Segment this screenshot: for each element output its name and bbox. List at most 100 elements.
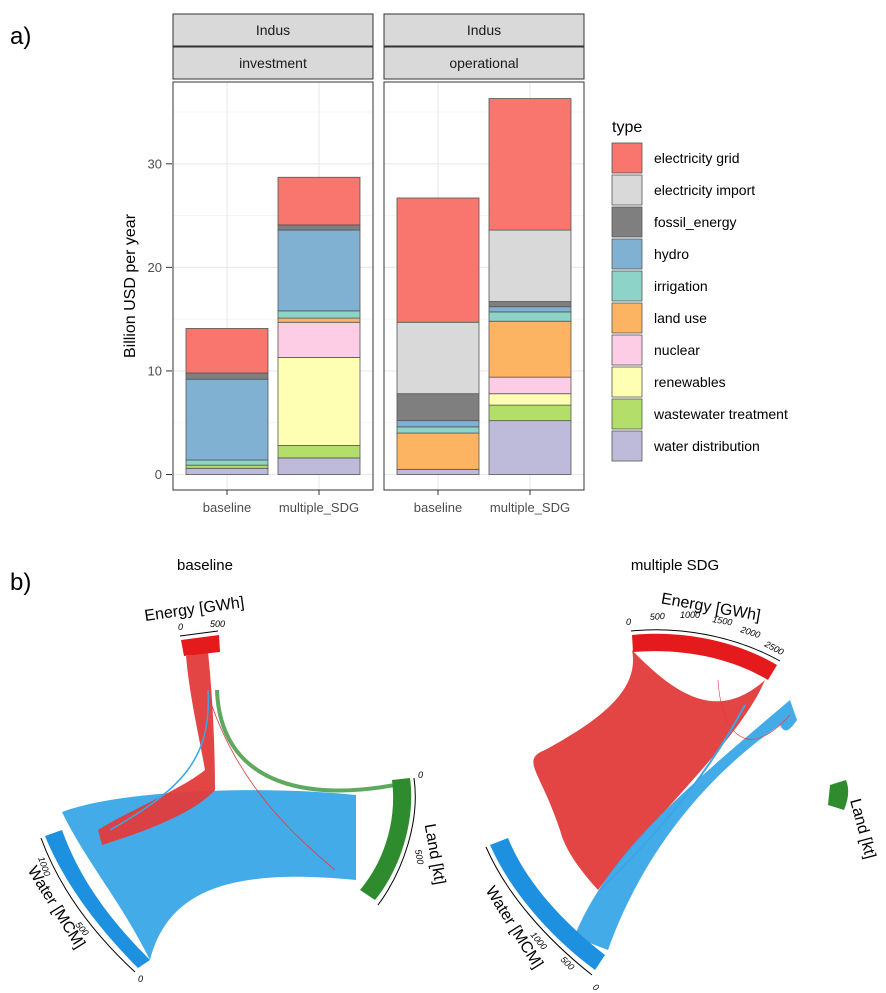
legend-entry: fossil_energy (654, 214, 737, 230)
y-axis-title: Billion USD per year (122, 213, 139, 358)
legend-swatch (611, 302, 643, 334)
tick-ring-energy (630, 629, 781, 662)
tick-water-0: 0 (138, 974, 143, 984)
sector-label-land: Land [kt] (846, 797, 878, 861)
x-tick-label: baseline (203, 500, 251, 515)
bar-segment-irrigation (277, 310, 361, 319)
tick-ring-energy (179, 630, 219, 637)
sector-label-energy: Energy [GWh] (143, 594, 245, 625)
bar-segment-hydro (277, 229, 361, 312)
legend-swatch (611, 334, 643, 366)
legend-swatch (611, 206, 643, 238)
bar-segment-fossil-energy (396, 393, 480, 422)
bar-segment-land-use (396, 432, 480, 470)
tick-energy-500: 500 (649, 611, 665, 622)
legend-entry: irrigation (654, 278, 708, 294)
tick-energy-0: 0 (626, 617, 631, 627)
tick-energy-2000: 2000 (738, 624, 761, 640)
facet-panel-border (172, 81, 374, 491)
bar-segment-irrigation (396, 426, 480, 434)
sector-arc-land (360, 778, 412, 900)
bar-segment-electricity-grid (185, 328, 269, 374)
legend-swatch (611, 366, 643, 398)
bar-segment-hydro (396, 420, 480, 428)
chord-link-energy-land-thin (209, 699, 336, 871)
y-tick-label: 0 (155, 467, 162, 482)
facet-strip-region-label: Indus (467, 22, 501, 38)
legend-swatch (611, 430, 643, 462)
chord-link-water-energy-thin (109, 689, 210, 831)
facet-strip-operational (383, 46, 585, 80)
bar-segment-wastewater-treatment (488, 404, 572, 422)
sector-arc-land (828, 780, 849, 810)
stacked-bar-chart: Billion USD per year 0 10 20 30 Indus investme… (122, 13, 788, 515)
chord-link-energy-water-thin (599, 704, 746, 891)
bar-segment-fossil-energy (277, 224, 361, 231)
chord-title-baseline: baseline (177, 557, 233, 574)
bar-segment-renewables (488, 393, 572, 406)
chord-link-energy-water (98, 652, 215, 845)
tick-energy-1500: 1500 (712, 614, 733, 627)
legend-entry: water distribution (653, 438, 760, 454)
facet-strip-operational-label: operational (449, 55, 518, 71)
chord-link-energy-land-thin (717, 679, 791, 740)
bar-segment-fossil-energy (488, 301, 572, 308)
legend-entry: hydro (654, 246, 689, 262)
legend-swatch (611, 238, 643, 270)
y-tick-label: 10 (148, 363, 162, 378)
bar-segment-wastewater-treatment (277, 445, 361, 459)
bar-segment-nuclear (277, 321, 361, 358)
facet-strip-region (383, 13, 585, 47)
x-tick-label: multiple_SDG (279, 500, 359, 515)
legend-entry: electricity grid (654, 150, 740, 166)
bar-segment-electricity-grid (488, 98, 572, 231)
bar-segment-fossil-energy (185, 372, 269, 380)
sector-label-energy: Energy [GWh] (660, 590, 762, 624)
legend-title: type (612, 119, 642, 136)
tick-energy-0: 0 (178, 622, 183, 632)
facet-strip-investment-label: investment (239, 55, 307, 71)
legend-entry: nuclear (654, 342, 700, 358)
chord-diagram-multiple-sdg: multiple SDG 0 500 1000 1500 2000 2500 0… (482, 557, 879, 993)
bar-segment-water-distribution (185, 467, 269, 475)
legend-entry: land use (654, 310, 707, 326)
bar-segment-electricity-import (396, 321, 480, 395)
bar-segment-electricity-import (488, 229, 572, 302)
bar-segment-water-distribution (277, 457, 361, 475)
facet-panel-border (383, 81, 585, 491)
tick-land-0: 0 (418, 770, 423, 780)
sector-arc-water (490, 838, 605, 970)
tick-land-500: 500 (413, 849, 425, 866)
legend-entry: electricity import (654, 182, 755, 198)
panel-a-label: a) (10, 23, 31, 50)
bar-segment-renewables (277, 357, 361, 446)
bar-segment-water-distribution (488, 420, 572, 475)
bar-segment-wastewater-treatment (185, 464, 269, 469)
chord-link-water-land (62, 790, 356, 960)
legend-swatch (611, 398, 643, 430)
bar-segment-land-use (488, 320, 572, 378)
chord-link-water-land (575, 700, 797, 950)
bar-segment-water-distribution (396, 468, 480, 475)
bar-segment-land-use (277, 317, 361, 323)
chord-title-multiple-sdg: multiple SDG (631, 557, 719, 574)
bar-segment-irrigation (488, 311, 572, 322)
legend-swatch (611, 270, 643, 302)
tick-water-0: 0 (591, 982, 601, 993)
sector-arc-energy (181, 635, 220, 656)
tick-ring-water (485, 846, 593, 976)
tick-ring-land (377, 777, 416, 906)
legend-swatch (611, 142, 643, 174)
bar-segment-electricity-grid (396, 197, 480, 323)
bar-segment-irrigation (185, 459, 269, 466)
bar-segment-nuclear (488, 376, 572, 395)
tick-energy-2500: 2500 (762, 638, 785, 657)
chord-diagram-baseline: baseline 0 500 0 500 0 500 1000 Energy [… (24, 557, 448, 984)
bar-segment-electricity-grid (277, 176, 361, 226)
tick-energy-1000: 1000 (680, 610, 700, 620)
facet-strip-region (172, 13, 374, 47)
facet-strip-investment (172, 46, 374, 80)
sector-arc-energy (632, 633, 777, 680)
tick-water-500: 500 (559, 954, 577, 972)
y-tick-label: 20 (148, 260, 162, 275)
